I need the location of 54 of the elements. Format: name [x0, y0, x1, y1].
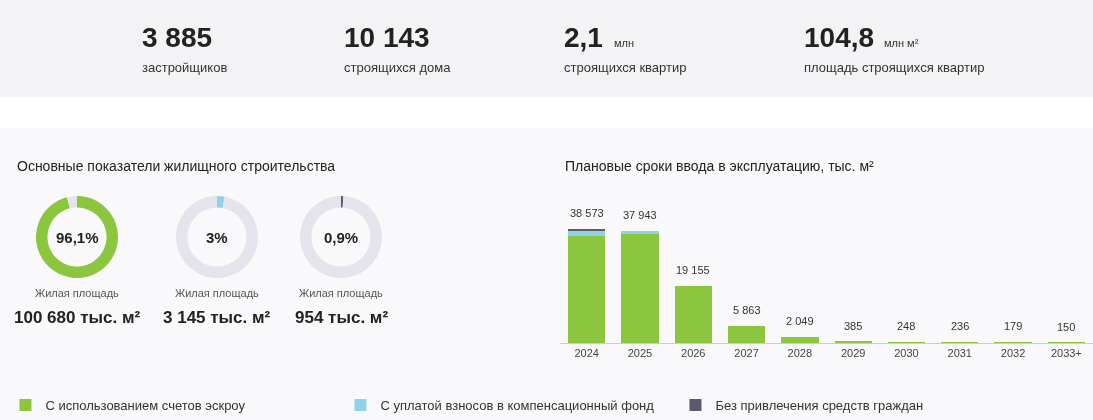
data-label: 2 049 — [786, 315, 814, 327]
total-label: 38 573 — [570, 207, 604, 219]
text: Основные показатели жилищного строительства — [17, 158, 336, 174]
x-tick-label: 2032 — [1000, 347, 1026, 360]
bar — [621, 234, 659, 343]
data-label: 19 155 — [676, 264, 710, 276]
data-label: 248 — [897, 320, 916, 332]
donut-slice — [36, 196, 118, 278]
bar — [781, 336, 819, 343]
text: 3% — [206, 229, 228, 246]
legend-label: Без привлечения средств граждан — [715, 398, 924, 414]
text: площадь строящихся квартир — [804, 60, 985, 75]
x-tick-label: 2027 — [734, 347, 759, 360]
bar — [568, 236, 606, 343]
data-label: 5 863 — [733, 304, 761, 316]
donut-slice — [217, 196, 225, 208]
text: Жилая площадь — [175, 287, 260, 299]
text: 100 680 тыс. м² — [14, 308, 141, 327]
data-label: 385 — [844, 320, 863, 332]
chart-title: Плановые сроки ввода в эксплуатацию, тыс. м² — [565, 158, 875, 174]
x-tick-label: 2025 — [627, 347, 653, 360]
text: 954 тыс. м² — [295, 308, 389, 327]
bar — [674, 286, 712, 343]
text: млн — [614, 37, 635, 49]
text: Жилая площадь — [35, 287, 120, 299]
text: 3 145 тыс. м² — [163, 308, 271, 327]
donut-slice — [67, 196, 77, 209]
x-tick-label: 2029 — [840, 347, 866, 360]
x-tick-label: 2033+ — [1050, 347, 1082, 360]
x-tick-label: 2026 — [681, 347, 706, 360]
x-tick-label: 2031 — [947, 347, 972, 360]
text: млн м² — [884, 37, 919, 49]
data-label: 179 — [1004, 320, 1023, 332]
text: строящихся дома — [344, 60, 452, 75]
legend-label: С использованием счетов эскроу — [45, 398, 246, 414]
donut-slice — [341, 196, 344, 208]
text: 10 143 — [344, 22, 430, 53]
text: строящихся квартир — [564, 60, 687, 75]
text: 104,8 — [804, 22, 875, 53]
bar — [727, 325, 766, 343]
x-tick-label: 2024 — [574, 347, 599, 360]
x-tick-label: 2030 — [894, 347, 919, 360]
donut-slice — [176, 196, 258, 278]
text: застройщиков — [142, 60, 228, 75]
text: 3 885 — [142, 22, 213, 53]
data-label: 150 — [1057, 321, 1076, 333]
text: Жилая площадь — [299, 287, 384, 299]
x-tick-label: 2028 — [787, 347, 813, 360]
total-label: 37 943 — [623, 209, 657, 221]
legend-label: С уплатой взносов в компенсационный фонд — [380, 398, 655, 414]
text: 2,1 — [564, 22, 603, 53]
text: 0,9% — [324, 229, 359, 246]
text: 96,1% — [56, 229, 99, 246]
data-label: 236 — [951, 320, 970, 332]
